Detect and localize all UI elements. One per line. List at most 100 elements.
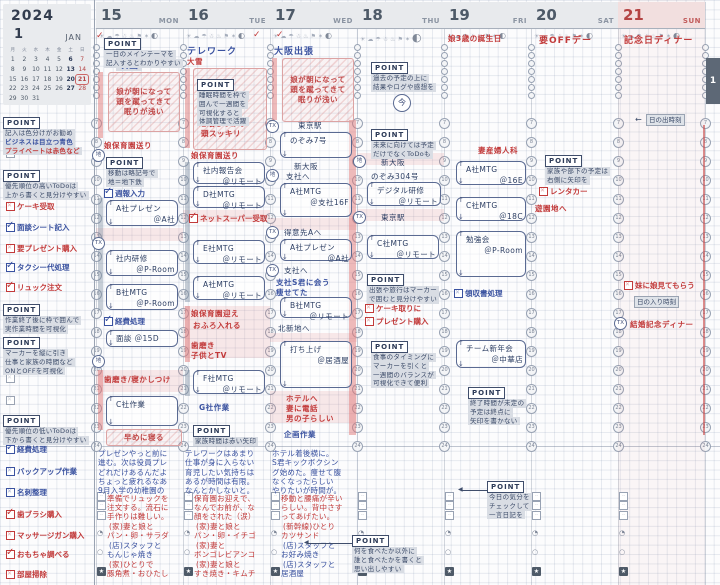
calendar-day[interactable]: 31 [32,95,40,103]
mood-checkbox[interactable]: ·· [271,510,280,520]
calendar-day[interactable]: 29 [8,95,17,103]
todo-item[interactable]: 領収書処理 [454,288,503,299]
calendar-day[interactable]: 12 [55,65,63,73]
checkbox[interactable] [6,202,15,211]
page-tab[interactable]: 1 [706,58,720,104]
weather-icon-row[interactable]: ☀☁☂☃♨⚑✶◐ [621,31,682,40]
todo-item[interactable]: 妹に娘見てもらう [624,280,695,291]
calendar-day[interactable]: 11 [43,65,52,73]
todo-item[interactable]: ケーキ受取 [6,201,55,212]
calendar-day[interactable]: 6 [68,56,73,63]
weather-icon-row[interactable]: ☀☁☂☃♨⚑✶◐ [99,31,160,40]
checkbox[interactable] [539,187,548,196]
checkbox[interactable] [365,317,374,326]
checkbox[interactable] [6,488,15,497]
calendar-day[interactable]: 10 [32,65,40,73]
calendar-day[interactable]: 18 [43,75,52,83]
calendar-day[interactable]: 7 [80,56,85,63]
calendar-day[interactable]: 13 [66,65,75,73]
checkbox[interactable] [6,442,15,454]
calendar-day[interactable]: 15 [8,75,17,83]
checkbox[interactable] [189,211,198,223]
mood-checkbox[interactable]: ·· [445,501,454,511]
weather-icon-row[interactable]: ☀☁☂☃♨⚑✶◐ [534,31,595,40]
checkbox[interactable] [624,281,633,290]
calendar-day[interactable]: 25 [43,85,52,93]
mood-checkbox[interactable]: ·· [532,510,541,520]
calendar-day[interactable]: 26 [55,85,63,93]
mood-checkbox[interactable]: ·· [358,510,367,520]
mood-checkbox[interactable]: ·· [619,510,628,520]
mood-checkbox[interactable]: ·· [271,501,280,511]
todo-item[interactable]: 経費処理 [104,314,145,327]
checkbox[interactable] [6,467,15,476]
calendar-day[interactable]: 27 [66,85,75,93]
mood-checkbox[interactable]: ·· [445,510,454,520]
todo-item[interactable]: プレゼント購入 [365,316,429,327]
weather-icon-row[interactable]: ☀☁☂☃♨⚑✶◐ [360,31,424,44]
calendar-day[interactable]: 24 [32,85,40,93]
calendar-day[interactable]: 17 [32,75,40,83]
checkbox[interactable] [104,186,113,198]
checkbox[interactable] [6,220,15,232]
calendar-day[interactable]: 21 [75,73,89,86]
calendar-day[interactable]: 30 [20,95,29,103]
todo-item[interactable]: リュック注文 [6,280,62,293]
mood-checkbox[interactable]: ·· [184,510,193,520]
calendar-day[interactable]: 22 [8,85,17,93]
todo-item[interactable]: 名刺整理 [6,487,47,498]
calendar-day[interactable]: 9 [22,65,27,73]
mood-checkbox[interactable]: ·· [619,492,628,501]
checkbox[interactable] [6,244,15,253]
todo-item[interactable]: 要プレゼント購入 [6,243,77,254]
mood-checkbox[interactable]: ·· [358,501,367,511]
calendar-day[interactable]: 3 [34,56,38,63]
calendar-day[interactable]: 16 [20,75,29,83]
checkbox[interactable] [6,547,15,559]
todo-item[interactable]: ケーキ取りに [365,303,421,314]
mood-checkbox[interactable]: ·· [445,492,454,501]
checkbox[interactable] [6,570,15,579]
todo-item[interactable]: 歯ブラシ購入 [6,507,62,520]
todo-item[interactable]: 経費処理 [6,442,47,455]
checkbox[interactable] [6,280,15,292]
mood-checkbox[interactable]: ·· [532,501,541,511]
checkbox[interactable] [6,507,15,519]
todo-item[interactable]: ネットスーパー受取 [189,211,267,224]
todo-item[interactable]: 部屋掃除 [6,569,47,580]
todo-item[interactable]: 面談シート記入 [6,220,70,233]
calendar-day[interactable]: 23 [20,85,29,93]
weather-icon-row[interactable]: ☀☁☂☃♨⚑✶◐ [186,31,247,40]
todo-item[interactable]: レンタカー [539,186,588,197]
calendar-day[interactable]: 14 [78,65,87,73]
mood-checkbox[interactable]: ·· [97,492,106,501]
calendar-day[interactable]: 19 [55,75,63,83]
mood-checkbox[interactable]: ·· [97,501,106,511]
todo-item[interactable]: タクシー代処理 [6,260,70,273]
checkbox[interactable] [6,531,15,540]
checkbox[interactable] [454,289,463,298]
todo-item[interactable]: おもちゃ調べる [6,547,70,560]
calendar-day[interactable]: 8 [10,65,15,73]
checkbox[interactable] [365,304,374,313]
mood-checkbox[interactable]: ·· [184,492,193,501]
empty-todo[interactable] [6,396,15,405]
calendar-day[interactable]: 28 [78,85,87,93]
calendar-day[interactable]: 2 [22,56,27,63]
checkbox[interactable] [6,396,15,405]
checkbox[interactable] [104,314,113,326]
mood-checkbox[interactable]: ·· [271,492,280,501]
checkbox[interactable] [6,260,15,272]
todo-item[interactable]: バックアップ作業 [6,466,77,477]
weather-icon-row[interactable]: ☀☁☂☃♨⚑✶◐ [447,31,508,40]
mood-checkbox[interactable]: ·· [619,501,628,511]
mood-checkbox[interactable]: ·· [184,501,193,511]
calendar-day[interactable]: 20 [66,75,75,83]
mood-checkbox[interactable]: ·· [532,492,541,501]
calendar-day[interactable]: 5 [57,56,61,63]
todo-item[interactable]: マッサージガン購入 [6,530,84,541]
mood-checkbox[interactable]: ·· [358,492,367,501]
mood-checkbox[interactable]: ·· [97,510,106,520]
todo-item[interactable]: 週報入力 [104,186,145,199]
calendar-day[interactable]: 4 [45,56,50,63]
